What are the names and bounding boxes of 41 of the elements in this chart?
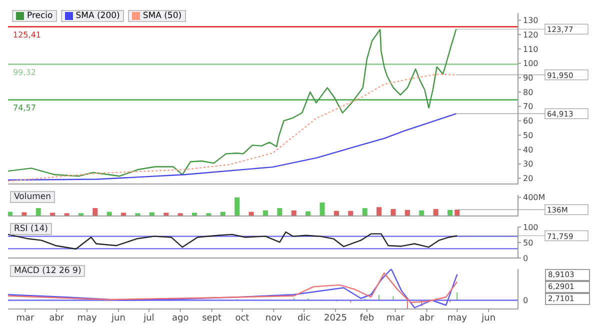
y-tick-label: 110 [523, 44, 538, 54]
y-tick-label: 70 [523, 102, 534, 112]
legend-label: SMA (200) [76, 11, 120, 21]
ref-line-label: 99,32 [13, 68, 36, 77]
ref-line-label: 74,57 [13, 104, 36, 113]
x-tick-label: may [77, 313, 98, 324]
y-tick-label: 60 [523, 116, 534, 126]
y-tick-label: 100 [523, 59, 538, 68]
x-tick-label: 2025 [324, 313, 347, 324]
x-tick-label: feb [360, 313, 374, 324]
ref-line-label: 125,41 [13, 30, 41, 40]
x-tick-label: ago [172, 313, 190, 324]
x-tick-label: mar [16, 313, 35, 324]
y-tick-label: 130 [523, 16, 538, 26]
y-tick-label: 90 [523, 74, 534, 83]
x-tick-label: jul [142, 313, 154, 324]
x-tick-label: abr [419, 313, 435, 324]
x-tick-label: mar [386, 313, 405, 324]
y-tick-label: 30 [523, 160, 534, 169]
legend-label: SMA (50) [142, 11, 182, 21]
chart-title: Volumen [10, 191, 56, 203]
x-tick-label: jun [480, 313, 496, 324]
x-tick-label: oct [235, 313, 250, 324]
x-tick-label: abr [49, 313, 64, 324]
x-tick-label: jun [110, 313, 126, 324]
x-tick-label: sept [202, 313, 222, 324]
y-tick-label: 20 [523, 174, 534, 184]
y-tick-label: 100 [523, 222, 538, 232]
y-tick-label: 120 [523, 30, 538, 40]
x-tick-label: nov [265, 313, 283, 324]
y-tick-label: 50 [523, 238, 534, 248]
y-tick-label: 80 [523, 88, 534, 97]
chart-title: MACD (12 26 9) [10, 265, 86, 277]
chart-title: RSI (14) [10, 223, 52, 235]
y-tick-label: 0 [523, 254, 528, 263]
y-tick-label: 50 [523, 130, 534, 140]
x-tick-label: dic [297, 313, 311, 324]
y-tick-label: 40 [523, 145, 534, 154]
legend-label: Precio [27, 11, 53, 21]
y-tick-label: 400M [523, 193, 546, 202]
x-tick-label: may [447, 313, 468, 324]
